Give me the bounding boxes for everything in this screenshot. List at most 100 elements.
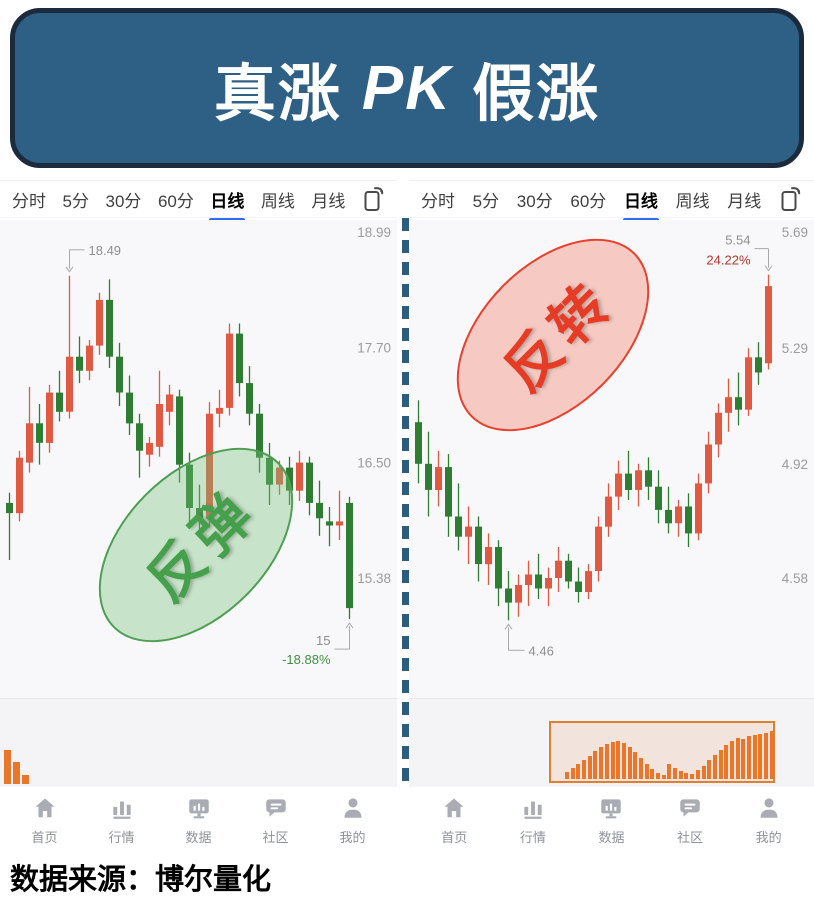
svg-text:17.70: 17.70: [357, 340, 391, 355]
volume-subchart-left: [0, 698, 397, 787]
rotate-screen-icon[interactable]: [362, 185, 385, 213]
nav-item-行情[interactable]: 行情: [92, 795, 152, 846]
rotate-screen-icon[interactable]: [779, 185, 802, 213]
volume-bar: [701, 766, 706, 779]
volume-bar: [752, 735, 757, 779]
market-chart-icon: [520, 795, 546, 824]
nav-item-label: 数据: [598, 829, 625, 845]
title-prefix: 真涨: [213, 60, 342, 129]
nav-item-label: 社区: [262, 829, 289, 845]
left-chart-panel: 分时 5分 30分 60分 日线 周线 月线 18.99 17.70 16.50 15.38 18.…: [0, 180, 397, 852]
svg-text:5.69: 5.69: [782, 225, 808, 240]
svg-text:18.49: 18.49: [89, 243, 122, 258]
volume-bar: [673, 768, 678, 779]
data-source-note: 数据来源：博尔量化: [10, 864, 272, 896]
tab-30分[interactable]: 30分: [105, 191, 142, 211]
right-chart-panel: 分时 5分 30分 60分 日线 周线 月线 5.69 5.29 4.92 4.58 5.54 24.…: [409, 180, 814, 852]
volume-bar: [582, 760, 587, 779]
data-monitor-icon: [186, 795, 212, 824]
volume-bar: [587, 756, 592, 779]
timeframe-tabs: 分时 5分 30分 60分 日线 周线 月线: [0, 180, 397, 218]
volume-bar: [718, 750, 723, 779]
nav-item-label: 我的: [755, 829, 782, 845]
tab-60分[interactable]: 60分: [157, 191, 194, 211]
nav-item-label: 行情: [108, 829, 135, 845]
volume-bar: [729, 741, 734, 779]
nav-item-label: 首页: [441, 829, 468, 845]
home-icon: [32, 795, 58, 824]
price-chart-svg: 18.99 17.70 16.50 15.38 18.49 15 -18.88%: [6, 225, 391, 667]
nav-item-label: 我的: [339, 829, 366, 845]
callout-high: 5.54 24.22%: [706, 233, 773, 272]
volume-bar: [633, 752, 638, 779]
volume-bar: [741, 739, 746, 779]
tab-分时[interactable]: 分时: [421, 191, 455, 211]
volume-bar: [610, 742, 615, 779]
svg-text:15: 15: [316, 633, 330, 648]
volume-subchart-right: [409, 698, 814, 787]
nav-item-社区[interactable]: 社区: [660, 795, 720, 846]
title-suffix: 假涨: [472, 60, 601, 129]
tab-月线[interactable]: 月线: [727, 191, 762, 211]
nav-item-我的[interactable]: 我的: [739, 795, 799, 846]
volume-bar: [678, 771, 683, 779]
nav-item-首页[interactable]: 首页: [15, 795, 75, 846]
tab-30分[interactable]: 30分: [516, 191, 553, 211]
volume-bar: [627, 747, 632, 779]
volume-bar: [621, 743, 626, 779]
volume-bar: [724, 745, 729, 779]
tab-日线[interactable]: 日线: [210, 184, 244, 215]
nav-item-数据[interactable]: 数据: [581, 795, 641, 846]
svg-text:4.46: 4.46: [529, 643, 554, 658]
bottom-nav-right: 首页 行情 数据 社区 我的: [409, 788, 814, 852]
callout-low: 4.46: [504, 623, 554, 658]
candlestick-chart-left: 18.99 17.70 16.50 15.38 18.49 15 -18.88%: [0, 220, 397, 698]
volume-bar: [695, 770, 700, 779]
tab-分时[interactable]: 分时: [12, 191, 46, 211]
svg-text:24.22%: 24.22%: [706, 253, 751, 268]
bottom-nav-left: 首页 行情 数据 社区 我的: [0, 788, 397, 852]
volume-bar: [764, 733, 769, 779]
volume-bar: [638, 758, 643, 779]
nav-item-label: 首页: [31, 829, 58, 845]
tab-60分[interactable]: 60分: [570, 191, 607, 211]
callout-high: 18.49: [65, 243, 122, 273]
panel-divider-dashed-line: [402, 218, 409, 790]
tab-月线[interactable]: 月线: [311, 191, 346, 211]
tab-5分[interactable]: 5分: [62, 191, 89, 211]
profile-icon: [340, 795, 366, 824]
volume-bar: [769, 731, 774, 779]
volume-bar: [758, 734, 763, 779]
volume-bar: [570, 768, 575, 779]
svg-text:16.50: 16.50: [357, 456, 391, 471]
volume-bar: [661, 775, 666, 779]
tab-日线[interactable]: 日线: [624, 184, 658, 215]
tab-周线[interactable]: 周线: [675, 191, 710, 211]
nav-item-社区[interactable]: 社区: [246, 795, 306, 846]
volume-highlight-box: [549, 721, 775, 783]
nav-item-我的[interactable]: 我的: [323, 795, 383, 846]
home-icon: [441, 795, 467, 824]
volume-bar: [684, 773, 689, 779]
title-pk: PK: [361, 53, 453, 123]
svg-text:18.99: 18.99: [357, 225, 391, 240]
svg-text:4.92: 4.92: [782, 457, 808, 472]
volume-bar: [735, 738, 740, 779]
volume-bar: [644, 764, 649, 779]
callout-low: 15 -18.88%: [282, 622, 354, 667]
volume-bars: [565, 731, 774, 779]
svg-text:5.29: 5.29: [782, 341, 808, 356]
tab-周线[interactable]: 周线: [260, 191, 295, 211]
nav-item-行情[interactable]: 行情: [503, 795, 563, 846]
price-chart-svg: 5.69 5.29 4.92 4.58 5.54 24.22% 4.46: [415, 225, 808, 658]
nav-item-数据[interactable]: 数据: [169, 795, 229, 846]
volume-bar: [576, 764, 581, 779]
svg-text:4.58: 4.58: [782, 571, 808, 586]
volume-bar: [22, 775, 29, 784]
tab-5分[interactable]: 5分: [472, 191, 500, 211]
title-banner: 真涨 PK 假涨: [10, 8, 804, 168]
volume-bar: [656, 773, 660, 779]
nav-item-首页[interactable]: 首页: [424, 795, 484, 846]
nav-item-label: 行情: [519, 829, 546, 845]
volume-bar: [593, 751, 598, 779]
